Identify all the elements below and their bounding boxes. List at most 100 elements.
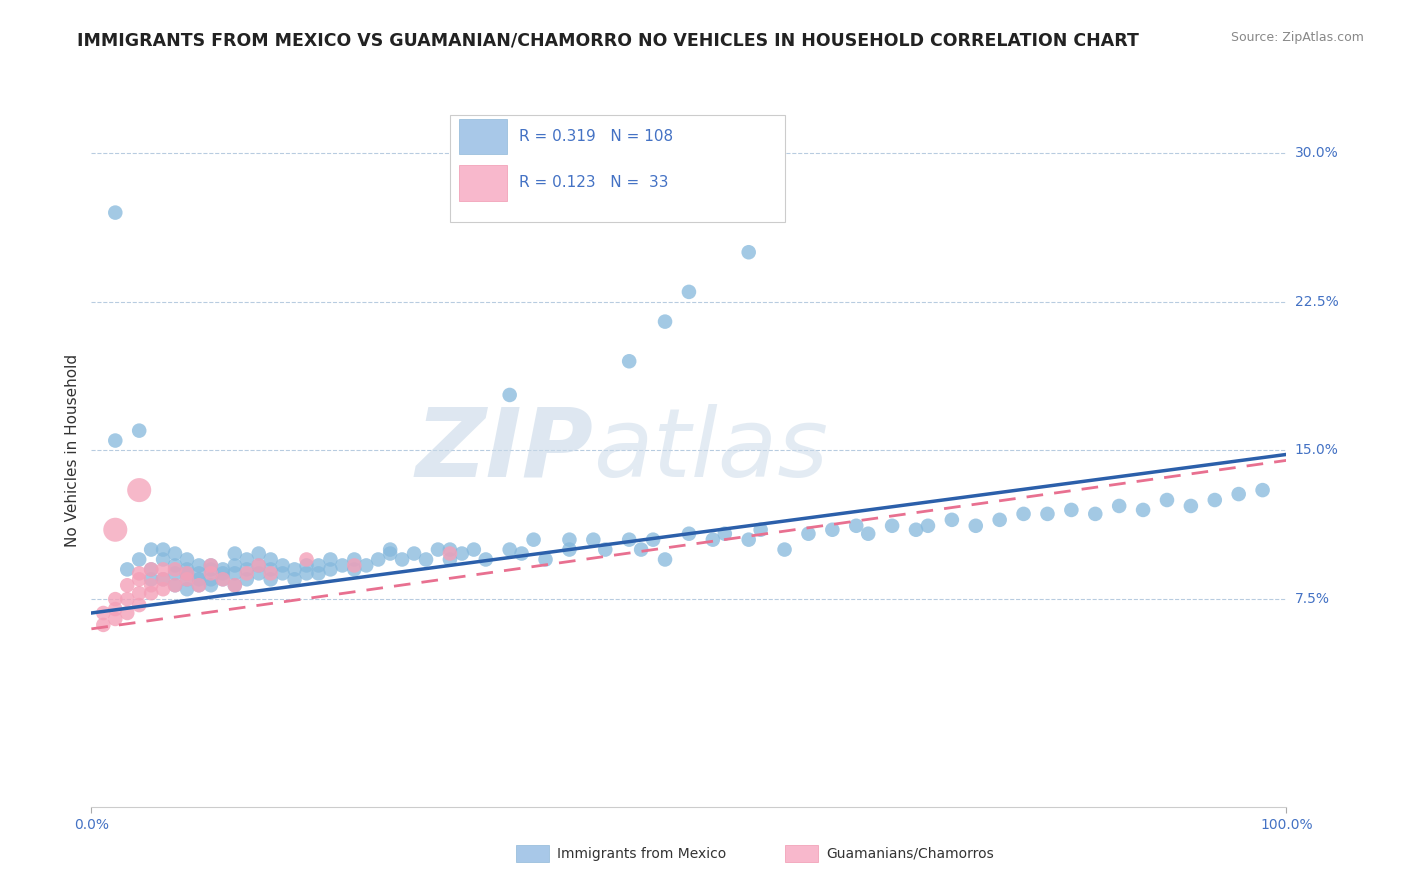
Point <box>187 572 211 586</box>
Point <box>678 285 700 299</box>
Point <box>187 566 211 581</box>
Point <box>259 552 281 566</box>
Point <box>797 526 820 541</box>
Point <box>128 552 150 566</box>
Point <box>1156 493 1178 508</box>
Point <box>343 558 366 573</box>
Point <box>1108 499 1130 513</box>
Point <box>247 558 270 573</box>
Point <box>856 526 880 541</box>
Point <box>307 558 329 573</box>
Point <box>259 572 281 586</box>
Point <box>965 518 987 533</box>
Point <box>128 424 150 438</box>
Point <box>200 562 222 576</box>
Point <box>128 483 150 497</box>
Point <box>141 572 162 586</box>
Text: 30.0%: 30.0% <box>1295 146 1339 161</box>
Point <box>630 542 652 557</box>
Point <box>702 533 724 547</box>
Point <box>534 552 557 566</box>
Point <box>163 566 186 581</box>
Point <box>104 434 127 448</box>
Point <box>319 552 342 566</box>
Point <box>1227 487 1250 501</box>
Point <box>415 552 437 566</box>
Point <box>295 558 318 573</box>
Point <box>271 566 294 581</box>
Point <box>558 542 581 557</box>
Point <box>224 566 246 581</box>
Point <box>104 592 127 607</box>
Point <box>141 586 162 600</box>
Text: atlas: atlas <box>593 404 828 497</box>
Point <box>152 542 174 557</box>
Point <box>187 578 211 592</box>
Point <box>247 558 270 573</box>
Point <box>284 572 307 586</box>
Point <box>523 533 546 547</box>
Point <box>224 547 246 561</box>
Point <box>1012 507 1035 521</box>
Point <box>141 542 162 557</box>
Point <box>619 354 641 368</box>
Point <box>176 572 198 586</box>
Point <box>211 572 233 586</box>
Point <box>152 552 174 566</box>
Point <box>678 526 700 541</box>
Point <box>176 582 198 597</box>
Point <box>259 566 281 581</box>
Point <box>1084 507 1107 521</box>
Point <box>284 562 307 576</box>
Point <box>247 547 270 561</box>
Point <box>510 547 533 561</box>
Point <box>211 572 233 586</box>
Point <box>271 558 294 573</box>
Point <box>474 552 498 566</box>
Text: 15.0%: 15.0% <box>1295 443 1339 458</box>
FancyBboxPatch shape <box>460 119 508 154</box>
Point <box>224 578 246 592</box>
Text: 22.5%: 22.5% <box>1295 294 1339 309</box>
Point <box>187 578 211 592</box>
Text: Source: ZipAtlas.com: Source: ZipAtlas.com <box>1230 31 1364 45</box>
Point <box>439 547 461 561</box>
Point <box>152 582 174 597</box>
Point <box>450 547 472 561</box>
Point <box>115 578 138 592</box>
Point <box>737 245 759 260</box>
Point <box>354 558 377 573</box>
Point <box>152 572 174 586</box>
Point <box>163 547 186 561</box>
Point <box>1060 503 1083 517</box>
Point <box>439 552 461 566</box>
Text: ZIP: ZIP <box>415 404 593 497</box>
Point <box>128 598 150 612</box>
Point <box>367 552 389 566</box>
Point <box>1132 503 1154 517</box>
Point <box>115 592 138 607</box>
Point <box>104 612 127 626</box>
Point <box>211 566 233 581</box>
Point <box>498 388 520 402</box>
Point <box>307 566 329 581</box>
Point <box>141 578 162 592</box>
Point <box>235 572 259 586</box>
Point <box>128 572 150 586</box>
Point <box>619 533 641 547</box>
Point <box>558 533 581 547</box>
Text: 7.5%: 7.5% <box>1295 592 1330 607</box>
Point <box>498 542 520 557</box>
Point <box>988 513 1011 527</box>
Point <box>1036 507 1059 521</box>
Point <box>391 552 413 566</box>
Point <box>259 562 281 576</box>
FancyBboxPatch shape <box>460 165 508 201</box>
Point <box>247 566 270 581</box>
Point <box>737 533 759 547</box>
Point <box>163 558 186 573</box>
FancyBboxPatch shape <box>450 115 785 222</box>
Point <box>104 523 127 537</box>
Point <box>200 566 222 581</box>
Point <box>343 562 366 576</box>
